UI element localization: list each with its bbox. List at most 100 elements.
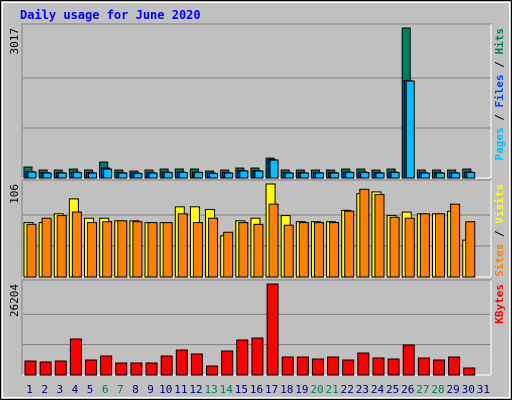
bar (42, 172, 52, 179)
bar (190, 353, 203, 376)
bar (360, 172, 370, 179)
bar (223, 231, 234, 278)
x-tick-label: 30 (462, 383, 475, 396)
bar (283, 224, 294, 278)
bar (85, 359, 98, 376)
bar (178, 172, 188, 179)
bar (387, 358, 400, 376)
bar (193, 172, 203, 179)
legend-separator: / (493, 108, 506, 128)
chart-title: Daily usage for June 2020 (20, 8, 201, 22)
bar (162, 222, 173, 278)
x-tick-label: 25 (386, 383, 399, 396)
x-tick-label: 21 (326, 383, 339, 396)
bar (330, 172, 340, 179)
bar (281, 356, 294, 376)
x-tick-label: 5 (87, 383, 94, 396)
x-tick-label: 2 (41, 383, 48, 396)
bar (24, 360, 37, 376)
bar (298, 222, 309, 278)
bar (329, 222, 340, 278)
legend: KBytes (493, 284, 506, 324)
x-tick-label: 6 (102, 383, 109, 396)
x-tick-label: 20 (310, 383, 323, 396)
x-tick-label: 18 (280, 383, 293, 396)
bar (296, 356, 309, 376)
bar (254, 170, 264, 179)
x-tick-label: 7 (117, 383, 124, 396)
x-tick-label: 16 (250, 383, 263, 396)
bar (71, 211, 82, 278)
legend-entry: Hits (493, 28, 506, 55)
bar (451, 172, 461, 179)
bar (404, 217, 415, 278)
x-tick-label: 11 (174, 383, 187, 396)
bar (41, 217, 52, 278)
bar (374, 194, 385, 278)
bar (160, 355, 173, 376)
bar (209, 173, 219, 179)
y-tick-label: 26204 (8, 284, 21, 317)
x-tick-label: 29 (447, 383, 460, 396)
x-tick-label: 19 (295, 383, 308, 396)
bar (236, 339, 249, 376)
bar (311, 358, 324, 376)
bar (221, 350, 234, 376)
bar (435, 172, 445, 179)
legend-separator: / (493, 224, 506, 244)
x-tick-label: 12 (189, 383, 202, 396)
bar (56, 215, 67, 278)
bar (357, 352, 370, 376)
bar (163, 172, 173, 179)
bar (102, 221, 113, 278)
plot-area (21, 23, 492, 179)
x-tick-label: 28 (431, 383, 444, 396)
bar (389, 216, 400, 278)
bar (344, 210, 355, 278)
x-tick-label: 8 (132, 383, 139, 396)
bar (342, 359, 355, 376)
bar (375, 172, 385, 179)
bar (208, 217, 219, 278)
x-tick-label: 4 (72, 383, 79, 396)
bar (57, 172, 67, 179)
bevel (2, 2, 510, 398)
bar (238, 222, 249, 278)
bar (27, 171, 37, 179)
x-tick-label: 17 (265, 383, 278, 396)
legend-entry: Pages (493, 127, 506, 160)
bar (313, 222, 324, 278)
bar (100, 355, 113, 376)
legend-entry: Files (493, 74, 506, 107)
bar (327, 356, 340, 376)
legend-entry: Sites (493, 244, 506, 277)
bar (266, 283, 279, 376)
legend: Pages / Files / Hits (493, 28, 506, 161)
bar (147, 222, 158, 278)
bar (39, 361, 52, 376)
bar (432, 359, 445, 376)
bar (359, 188, 370, 278)
bar (448, 356, 461, 376)
bar (103, 168, 113, 179)
bar (118, 172, 128, 179)
bar (420, 172, 430, 179)
x-tick-label: 9 (147, 383, 154, 396)
bar (132, 221, 143, 278)
x-tick-label: 15 (235, 383, 248, 396)
x-tick-label: 31 (477, 383, 490, 396)
legend-separator: / (493, 55, 506, 75)
bar (145, 362, 158, 376)
bar (269, 159, 279, 179)
bar (434, 213, 445, 278)
bar (284, 172, 294, 179)
bar (345, 172, 355, 179)
legend-entry: KBytes (493, 284, 506, 324)
bar (405, 80, 415, 179)
bar (192, 222, 203, 278)
y-tick-label: 106 (8, 184, 21, 204)
bar (417, 357, 430, 376)
x-tick-label: 14 (220, 383, 234, 396)
x-tick-label: 3 (57, 383, 64, 396)
bar (26, 223, 37, 278)
